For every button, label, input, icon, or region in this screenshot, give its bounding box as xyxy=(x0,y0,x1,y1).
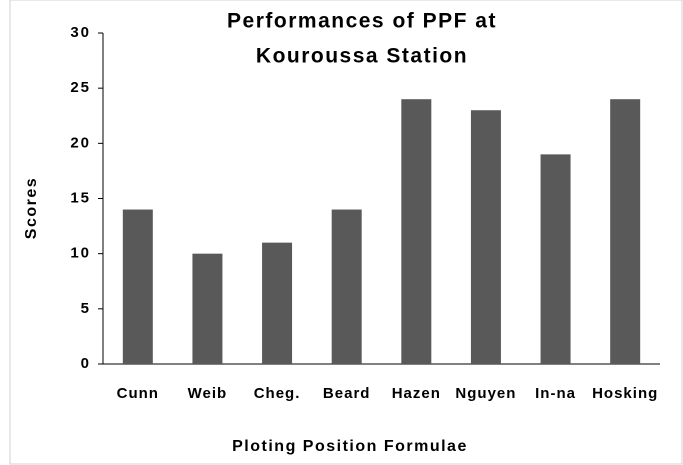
y-tick-label: 5 xyxy=(81,300,91,317)
bar xyxy=(192,253,223,364)
x-tick-label: Weib xyxy=(188,385,228,402)
x-tick-label: Cunn xyxy=(117,385,159,402)
bar xyxy=(470,110,501,364)
x-tick-label: Hosking xyxy=(592,385,658,402)
x-axis-title: Ploting Position Formulae xyxy=(232,438,468,455)
bar xyxy=(262,242,293,364)
y-tick-label: 20 xyxy=(70,134,91,151)
chart-title: Kouroussa Station xyxy=(256,45,468,68)
y-tick-label: 0 xyxy=(81,355,91,372)
y-tick-label: 10 xyxy=(70,245,91,262)
x-tick-label: Cheg. xyxy=(254,385,301,402)
x-tick-label: Beard xyxy=(323,385,371,402)
x-tick-label: Nguyen xyxy=(455,385,516,402)
x-tick-label: Hazen xyxy=(392,385,441,402)
chart-title: Performances of PPF at xyxy=(227,10,497,33)
bar xyxy=(122,209,153,364)
bar xyxy=(540,154,571,364)
y-axis-title: Scores xyxy=(23,177,40,239)
y-tick-label: 25 xyxy=(70,79,91,96)
bar xyxy=(401,99,432,364)
y-tick-label: 15 xyxy=(70,189,91,206)
bar xyxy=(610,99,641,364)
bar xyxy=(331,209,362,364)
x-tick-label: In-na xyxy=(535,385,576,402)
y-tick-label: 30 xyxy=(70,24,91,41)
